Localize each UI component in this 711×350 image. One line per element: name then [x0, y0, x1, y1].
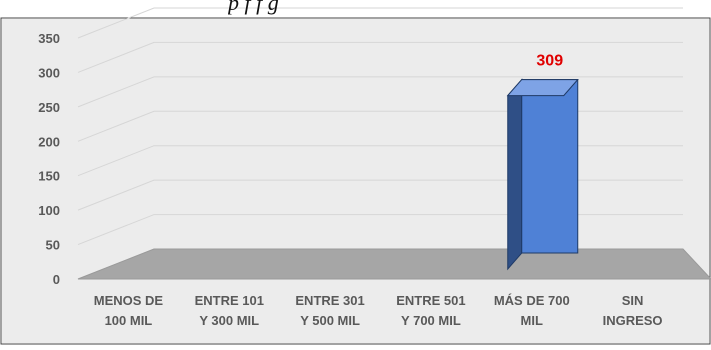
y-tick-label: 250 — [38, 100, 60, 115]
bar — [521, 79, 579, 254]
y-tick-label: 0 — [53, 272, 60, 287]
x-tick-label-line: INGRESO — [603, 313, 663, 328]
x-tick-label: MENOS DE 100 MIL — [94, 293, 164, 328]
x-tick-label-line: ENTRE 501 — [396, 293, 465, 308]
x-tick-label-line: Y 300 MIL — [199, 313, 259, 328]
y-tick-label: 350 — [38, 31, 60, 46]
x-tick-label-line: 100 MIL — [105, 313, 153, 328]
chart-floor — [77, 248, 711, 280]
x-tick-label: SIN INGRESO — [603, 293, 663, 328]
y-tick-label: 150 — [38, 169, 60, 184]
x-tick-label-line: MENOS DE — [94, 293, 164, 308]
chart-title-fragment: p f f g — [228, 0, 279, 15]
gridline — [77, 214, 683, 246]
bar-top — [506, 79, 579, 97]
gridline — [77, 76, 683, 108]
bar-side — [507, 78, 523, 271]
chart-background — [2, 19, 709, 343]
y-tick-label: 300 — [38, 65, 60, 80]
x-tick-label-line: MIL — [521, 313, 543, 328]
gridline — [77, 145, 683, 177]
gridline — [77, 110, 683, 142]
x-tick-label-line: Y 500 MIL — [300, 313, 360, 328]
y-tick-label: 200 — [38, 134, 60, 149]
x-tick-label-line: Y 700 MIL — [401, 313, 461, 328]
y-tick-label: 100 — [38, 203, 60, 218]
gridline — [77, 179, 683, 211]
data-label: 309 — [536, 53, 563, 70]
plot-frame — [0, 17, 711, 345]
x-tick-label: ENTRE 501 Y 700 MIL — [396, 293, 465, 328]
x-tick-label: ENTRE 101 Y 300 MIL — [195, 293, 264, 328]
y-tick-label: 50 — [46, 238, 60, 253]
x-tick-label-line: SIN — [622, 293, 644, 308]
gridline — [77, 41, 683, 73]
gridline — [77, 7, 683, 39]
x-tick-label-line: MÁS DE 700 — [494, 293, 570, 308]
x-tick-label-line: ENTRE 301 — [295, 293, 364, 308]
x-tick-label-line: ENTRE 101 — [195, 293, 264, 308]
x-tick-label: ENTRE 301 Y 500 MIL — [295, 293, 364, 328]
x-tick-label: MÁS DE 700 MIL — [494, 293, 570, 328]
